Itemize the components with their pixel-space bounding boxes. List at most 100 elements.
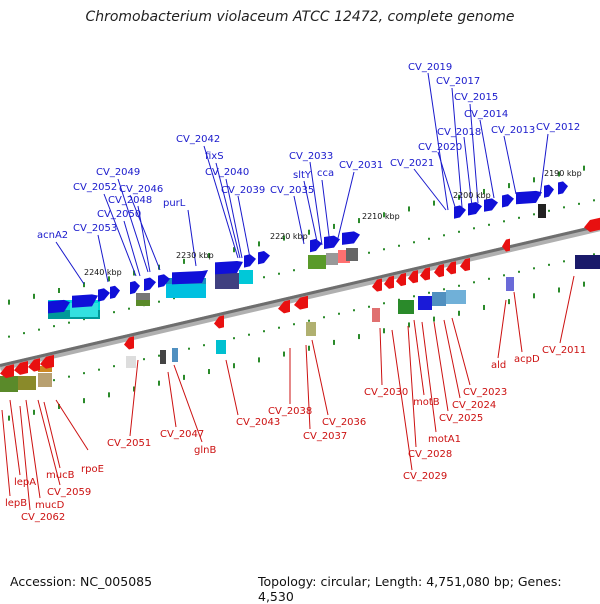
forward-gene-labels: CV_2019 CV_2017 CV_2015 CV_2014 CV_2013 … — [37, 62, 580, 241]
gene-label: CV_2014 — [464, 109, 508, 120]
leader-line — [413, 168, 447, 211]
leader-line — [305, 344, 311, 430]
track-dot — [208, 253, 210, 259]
reverse-gene-arrow — [420, 267, 430, 281]
forward-gene-arrow — [48, 299, 70, 314]
leader-line — [225, 178, 243, 259]
leader-line — [37, 399, 61, 486]
gene-label: CV_2023 — [463, 387, 507, 398]
reverse-gene-arrow — [372, 278, 382, 292]
forward-gene-arrow — [172, 270, 208, 285]
leader-line — [173, 364, 203, 443]
track-dot — [308, 229, 310, 235]
leader-line — [433, 321, 449, 412]
track-dot — [383, 248, 385, 251]
track-dot — [548, 263, 550, 266]
leader-line — [97, 234, 109, 283]
track-dot — [398, 298, 400, 301]
tick-label: 2210 kbp — [362, 212, 400, 221]
forward-gene-arrow — [342, 231, 360, 245]
gene-label: CV_2047 — [160, 429, 204, 440]
gene-label: mucB — [46, 470, 75, 481]
track-dot — [158, 354, 160, 357]
track-dot — [578, 202, 580, 205]
track-dot — [458, 284, 460, 287]
track-dot — [333, 339, 335, 345]
track-dot — [263, 276, 265, 279]
gene-label: CV_2015 — [454, 92, 498, 103]
forward-gene-arrow — [98, 288, 110, 302]
leader-line — [103, 193, 137, 277]
track-dot — [203, 344, 205, 347]
gene-label: fixS — [205, 151, 224, 162]
track-dot — [433, 316, 435, 322]
track-dot — [443, 288, 445, 291]
track-dot — [548, 209, 550, 212]
leader-line — [321, 179, 331, 245]
leader-line — [469, 103, 479, 204]
track-dot — [53, 325, 55, 328]
gene-label: CV_2048 — [108, 195, 152, 206]
leader-line — [497, 299, 507, 359]
track-dot — [258, 357, 260, 363]
gene-label: CV_2013 — [491, 125, 535, 136]
top-leader-lines — [55, 72, 549, 285]
track-dot — [108, 392, 110, 398]
leader-line — [407, 325, 417, 448]
gene-label: CV_2051 — [107, 438, 151, 449]
gene-label: cca — [317, 168, 334, 179]
gene-label: CV_2053 — [73, 223, 117, 234]
track-dot — [503, 220, 505, 223]
track-dot — [413, 295, 415, 298]
leader-line — [303, 180, 319, 247]
track-dot — [353, 309, 355, 312]
leader-line — [413, 319, 425, 396]
bottom-leader-lines — [1, 275, 575, 511]
forward-gene-arrow — [324, 235, 340, 250]
leader-line — [137, 205, 151, 273]
track-dot — [263, 330, 265, 333]
gene-label: CV_2033 — [289, 151, 333, 162]
track-dot — [458, 310, 460, 316]
track-dot — [58, 403, 60, 409]
leader-line — [237, 195, 251, 259]
reverse-gene-arrow — [446, 261, 456, 275]
track-dot — [8, 415, 10, 421]
gene-label: CV_2052 — [73, 182, 117, 193]
track-dot — [433, 200, 435, 206]
gene-label: acnA2 — [37, 230, 68, 241]
reverse-gene-arrow — [278, 299, 290, 314]
reverse-genes — [0, 217, 600, 379]
leader-line — [117, 178, 149, 273]
track-dot — [133, 270, 135, 276]
reverse-annotation-boxes — [0, 255, 600, 392]
gene-label: CV_2062 — [21, 512, 65, 523]
reverse-gene-arrow — [502, 238, 510, 252]
track-dot — [323, 316, 325, 319]
track-dot — [533, 293, 535, 299]
track-dot — [583, 281, 585, 287]
tick-label: 2200 kbp — [453, 191, 491, 200]
track-dot — [428, 291, 430, 294]
leader-line — [1, 409, 11, 497]
forward-genes — [48, 181, 568, 314]
leader-line — [503, 135, 517, 195]
leader-line — [187, 209, 197, 267]
gene-label: CV_2019 — [408, 62, 452, 73]
track-dot — [593, 253, 595, 256]
leader-line — [225, 359, 239, 416]
forward-gene-arrow — [502, 194, 514, 208]
gene-label: CV_2050 — [97, 209, 141, 220]
track-dot — [183, 374, 185, 380]
track-dot — [233, 247, 235, 253]
track-dot — [113, 365, 115, 368]
track-dot — [358, 218, 360, 224]
gene-label: CV_2035 — [270, 185, 314, 196]
leader-line — [437, 151, 457, 211]
track-dot — [248, 333, 250, 336]
track-dot — [508, 299, 510, 305]
track-dot — [8, 299, 10, 305]
track-dot — [383, 328, 385, 334]
reverse-gene-arrow — [14, 360, 28, 375]
leader-line — [379, 327, 383, 386]
